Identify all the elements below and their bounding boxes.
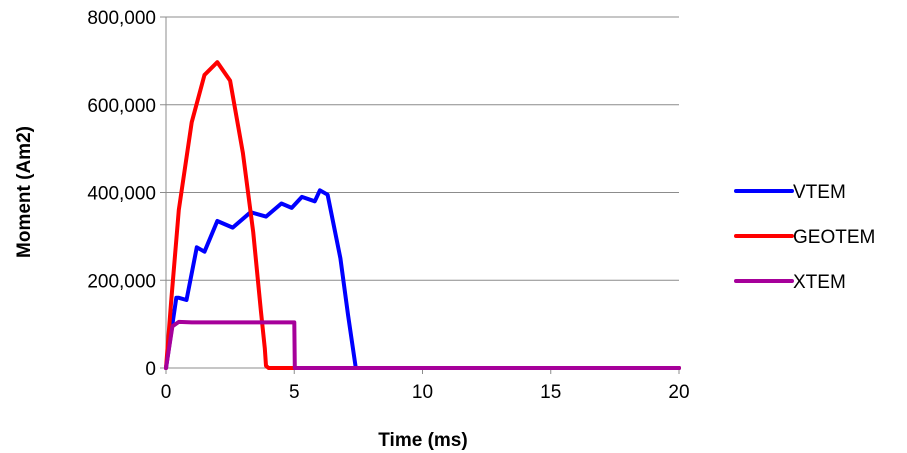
y-axis-title: Moment (Am2) [14,126,35,258]
x-tick-label-2: 10 [412,382,433,403]
tick-labels: 0 200,000 400,000 600,000 800,000 0 5 10 15 20 [87,8,689,403]
legend-label-geotem: GEOTEM [793,227,875,248]
series-line-xtem [164,319,681,370]
y-tick-label-2: 400,000 [87,184,156,205]
y-tick-label-0: 0 [145,359,156,380]
y-tick-label-4: 800,000 [87,8,156,29]
legend-label-vtem: VTEM [793,182,846,203]
series-lines [164,60,681,370]
legend: VTEM GEOTEM XTEM [734,182,875,293]
series-line-vtem [164,188,681,370]
y-tick-label-1: 200,000 [87,271,156,292]
grid-lines [166,16,679,281]
legend-label-xtem: XTEM [793,272,846,293]
x-tick-label-3: 15 [540,382,561,403]
y-tick-label-3: 600,000 [87,96,156,117]
x-tick-label-0: 0 [161,382,172,403]
x-tick-label-1: 5 [289,382,300,403]
x-tick-label-4: 20 [668,382,689,403]
series-line-geotem [164,60,681,370]
x-axis-title: Time (ms) [378,430,467,451]
